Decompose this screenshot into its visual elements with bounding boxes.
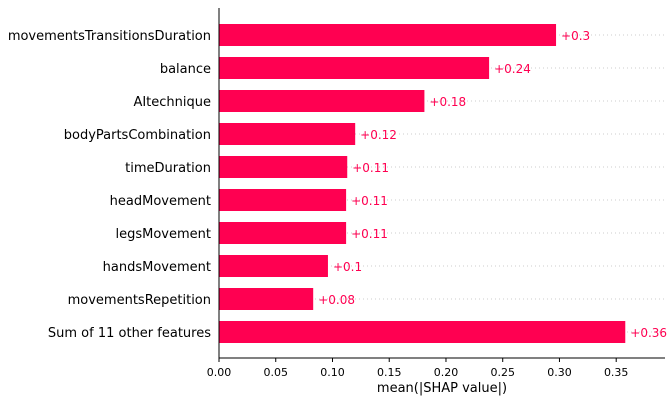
bar (219, 222, 347, 244)
value-label: +0.11 (351, 227, 388, 241)
bar (219, 288, 314, 310)
value-label: +0.24 (494, 62, 531, 76)
value-label: +0.36 (630, 326, 667, 340)
value-label: +0.12 (360, 128, 397, 142)
bar (219, 90, 425, 112)
x-tick-label: 0.10 (320, 366, 345, 379)
x-tick-label: 0.25 (490, 366, 515, 379)
category-label: movementsRepetition (68, 293, 211, 308)
bar (219, 189, 347, 211)
x-tick-label: 0.05 (263, 366, 288, 379)
x-tick-label: 0.35 (604, 366, 629, 379)
value-label: +0.11 (352, 161, 389, 175)
category-label: bodyPartsCombination (64, 128, 211, 143)
bars-layer (219, 24, 626, 343)
category-label: handsMovement (103, 260, 211, 275)
category-label: timeDuration (125, 161, 211, 176)
x-tick-label: 0.30 (547, 366, 572, 379)
value-label: +0.08 (318, 293, 355, 307)
category-label: headMovement (110, 194, 211, 209)
bar (219, 24, 557, 46)
x-tick-label: 0.15 (377, 366, 402, 379)
bar (219, 123, 356, 145)
bar (219, 156, 348, 178)
bar (219, 255, 328, 277)
value-label: +0.1 (333, 260, 362, 274)
labels-layer: movementsTransitionsDuration +0.3 balance +… (8, 29, 667, 341)
grid-layer (219, 34, 665, 333)
x-axis-title: mean(|SHAP value|) (377, 381, 507, 396)
axes-layer (218, 8, 665, 359)
category-label: legsMovement (116, 227, 212, 242)
value-label: +0.18 (429, 95, 466, 109)
ticks-layer: 0.00 0.05 0.10 0.15 0.20 0.25 0.30 0.35 (207, 358, 629, 379)
x-tick-label: 0.00 (207, 366, 232, 379)
bar (219, 321, 626, 343)
category-label: balance (160, 62, 211, 77)
bar (219, 57, 490, 79)
category-label: Sum of 11 other features (48, 326, 211, 341)
value-label: +0.11 (351, 194, 388, 208)
category-label: movementsTransitionsDuration (8, 29, 211, 44)
value-label: +0.3 (561, 29, 590, 43)
x-tick-label: 0.20 (434, 366, 459, 379)
category-label: AItechnique (133, 95, 211, 110)
